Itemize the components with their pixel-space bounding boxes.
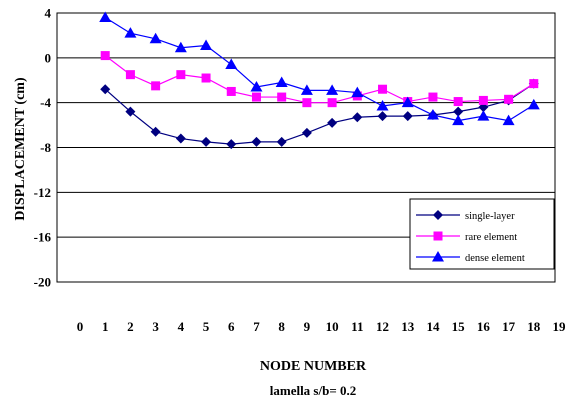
x-tick-label: 3 xyxy=(152,319,159,334)
series-dense-element xyxy=(99,11,540,126)
data-point xyxy=(174,41,187,53)
data-point xyxy=(226,86,236,96)
y-axis-title: DISPLACEMENT (cm) xyxy=(13,77,28,221)
x-tick-label: 14 xyxy=(426,319,440,334)
data-point xyxy=(452,114,465,126)
y-tick-label: -12 xyxy=(34,185,51,200)
data-point xyxy=(301,127,312,138)
data-point xyxy=(502,114,515,126)
data-point xyxy=(504,94,514,104)
chart-caption: lamella s/b= 0.2 xyxy=(270,383,357,398)
data-point xyxy=(175,133,186,144)
legend-marker xyxy=(433,231,443,241)
data-point xyxy=(453,106,464,117)
data-point xyxy=(376,100,389,111)
legend-marker xyxy=(432,251,444,262)
x-tick-label: 19 xyxy=(553,319,567,334)
data-point xyxy=(300,84,313,95)
x-tick-label: 2 xyxy=(127,319,134,334)
legend-item: single-layer xyxy=(416,210,515,222)
data-point xyxy=(125,70,135,80)
data-point xyxy=(377,111,388,122)
x-tick-label: 15 xyxy=(452,319,466,334)
data-point xyxy=(478,95,488,105)
data-point xyxy=(378,84,388,94)
data-point xyxy=(352,112,363,123)
data-point xyxy=(327,98,337,108)
x-tick-label: 4 xyxy=(178,319,185,334)
data-point xyxy=(277,92,287,102)
data-point xyxy=(529,79,539,89)
data-point xyxy=(201,73,211,83)
data-point xyxy=(250,80,263,92)
y-tick-label: -4 xyxy=(40,95,51,110)
legend: single-layer rare element dense element xyxy=(409,198,555,270)
series-line xyxy=(104,83,535,145)
data-point xyxy=(402,111,413,122)
y-axis-ticks: 4 0 -4 -8 -12 -16 -20 xyxy=(34,6,52,290)
x-tick-label: 13 xyxy=(401,319,415,334)
data-point xyxy=(125,106,136,117)
y-tick-label: 0 xyxy=(45,50,52,65)
data-point xyxy=(99,11,112,22)
data-point xyxy=(527,98,540,110)
data-point xyxy=(150,126,161,137)
series-single-layer xyxy=(100,78,539,150)
data-point xyxy=(428,92,438,102)
data-point xyxy=(251,136,262,147)
x-tick-label: 8 xyxy=(278,319,285,334)
y-tick-label: -8 xyxy=(40,140,51,155)
legend-marker xyxy=(433,210,443,220)
data-point xyxy=(351,86,364,98)
plot-area-frame xyxy=(56,12,556,283)
legend-label: dense element xyxy=(465,253,525,264)
data-point xyxy=(100,51,110,61)
x-axis-ticks: 0 1 2 3 4 5 6 7 8 9 10 11 12 13 14 15 16 17 18 19 xyxy=(77,319,566,334)
data-point xyxy=(302,98,312,108)
x-tick-label: 10 xyxy=(326,319,339,334)
x-axis-title: NODE NUMBER xyxy=(260,359,367,374)
x-tick-label: 11 xyxy=(351,319,363,334)
x-tick-label: 18 xyxy=(527,319,541,334)
y-tick-label: 4 xyxy=(45,6,52,21)
data-point xyxy=(327,117,338,128)
legend-label: rare element xyxy=(465,232,517,243)
series-line xyxy=(104,16,535,122)
data-point xyxy=(426,108,439,120)
data-point xyxy=(176,70,186,80)
x-tick-label: 5 xyxy=(203,319,210,334)
x-tick-label: 12 xyxy=(376,319,389,334)
data-point xyxy=(100,84,111,95)
data-point xyxy=(201,136,212,147)
data-point xyxy=(124,27,137,38)
data-point xyxy=(251,92,261,102)
data-point xyxy=(326,84,339,95)
legend-label: single-layer xyxy=(465,211,515,222)
series-layer xyxy=(99,11,540,150)
series-line xyxy=(104,55,535,104)
data-point xyxy=(276,136,287,147)
data-point xyxy=(200,39,213,51)
data-point xyxy=(149,32,162,44)
x-tick-label: 17 xyxy=(502,319,516,334)
data-point xyxy=(477,110,490,121)
data-point xyxy=(151,81,161,91)
data-point xyxy=(225,58,238,70)
x-tick-label: 16 xyxy=(477,319,491,334)
y-tick-label: -16 xyxy=(34,230,52,245)
data-point xyxy=(275,76,288,87)
legend-item: dense element xyxy=(416,251,525,264)
data-point xyxy=(453,97,463,107)
data-point xyxy=(401,96,414,108)
x-tick-label: 0 xyxy=(77,319,84,334)
legend-item: rare element xyxy=(416,231,517,243)
x-tick-label: 1 xyxy=(102,319,109,334)
x-tick-label: 6 xyxy=(228,319,235,334)
series-rare-element xyxy=(100,51,539,108)
x-tick-label: 7 xyxy=(253,319,260,334)
x-tick-label: 9 xyxy=(304,319,311,334)
y-tick-label: -20 xyxy=(34,275,51,290)
data-point xyxy=(226,139,237,150)
